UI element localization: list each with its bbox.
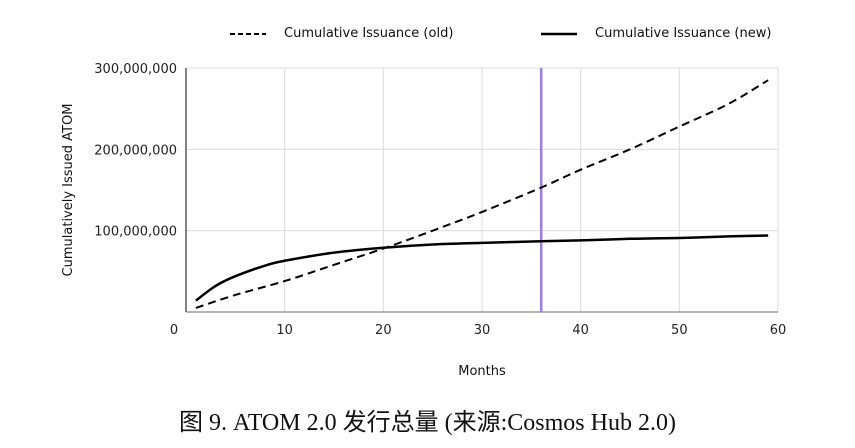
solid-line-icon — [541, 32, 577, 35]
figure-caption: 图 9. ATOM 2.0 发行总量 (来源:Cosmos Hub 2.0) — [179, 410, 676, 436]
x-tick-label: 20 — [375, 323, 392, 338]
x-tick-label: 30 — [474, 323, 491, 338]
legend-item-old: Cumulative Issuance (old) — [230, 26, 453, 41]
x-tick-label: 10 — [276, 323, 293, 338]
tick-labels: 0 10 20 30 40 50 60 300,000,000 200,000,000 100,0… — [94, 62, 786, 338]
series-lines — [195, 68, 769, 312]
y-tick-label: 200,000,000 — [94, 143, 177, 158]
y-axis-label: Cumulatively Issued ATOM — [61, 104, 76, 277]
series-new-line — [195, 234, 769, 302]
x-axis-label: Months — [458, 364, 506, 379]
y-tick-label: 300,000,000 — [94, 62, 177, 77]
legend-label-old: Cumulative Issuance (old) — [284, 26, 454, 41]
x-tick-label: 50 — [671, 323, 688, 338]
legend-item-new: Cumulative Issuance (new) — [541, 26, 771, 41]
grid — [186, 67, 779, 312]
y-tick-label: 100,000,000 — [94, 225, 177, 240]
x-tick-label: 0 — [170, 323, 178, 338]
line-chart: 0 10 20 30 40 50 60 300,000,000 200,000,000 100,0… — [61, 62, 786, 379]
series-old-line — [195, 79, 769, 309]
dashed-line-icon — [230, 32, 266, 35]
x-tick-label: 40 — [572, 323, 589, 338]
x-tick-label: 60 — [770, 323, 787, 338]
axes — [185, 68, 778, 313]
legend-label-new: Cumulative Issuance (new) — [595, 26, 772, 41]
